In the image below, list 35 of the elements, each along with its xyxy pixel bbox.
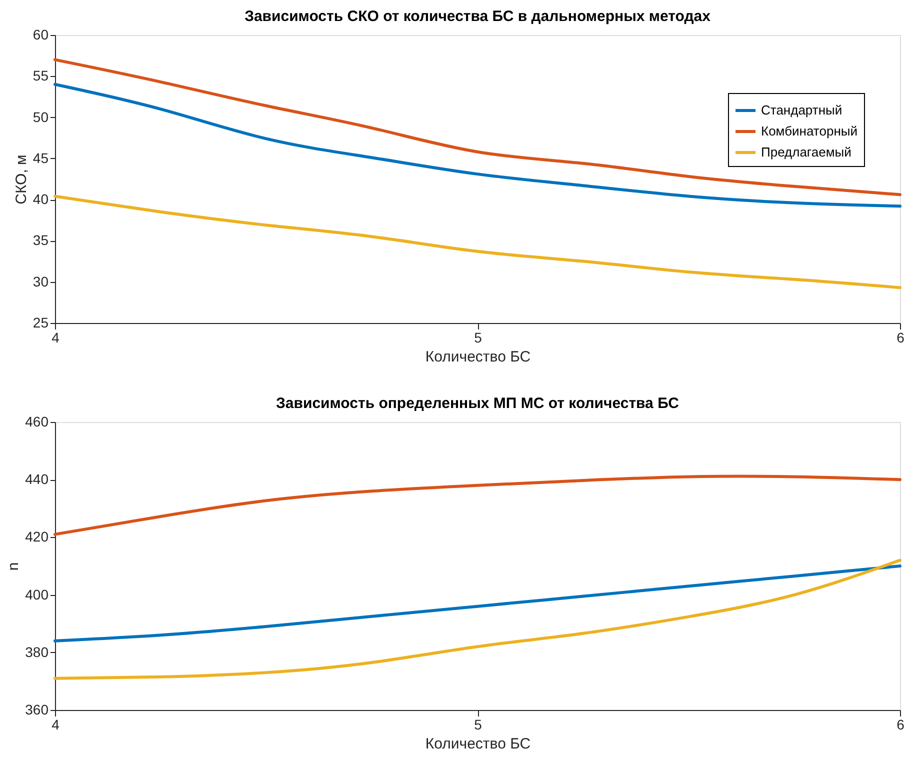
x-tick-label: 5 (474, 330, 482, 346)
x-tick-label: 6 (896, 330, 905, 346)
line-series (54, 82, 902, 208)
legend-label: Стандартный (761, 102, 842, 118)
line-series (54, 564, 902, 642)
y-axis-title: СКО, м (12, 154, 30, 204)
y-tick-label: 420 (25, 528, 49, 545)
x-axis-title: Количество БС (425, 736, 531, 752)
y-tick-label: 25 (32, 314, 49, 330)
y-tick-label: 460 (25, 414, 49, 430)
y-tick-label: 60 (32, 26, 49, 42)
legend-label: Предлагаемый (761, 144, 852, 160)
x-axis-title: Количество БС (425, 348, 531, 366)
legend-label: Комбинаторный (761, 124, 858, 138)
chart-title: Зависимость определенных МП МС от количества БС (276, 395, 680, 412)
y-tick-label: 400 (25, 586, 49, 602)
y-tick-label: 35 (32, 232, 49, 248)
x-tick-label: 4 (52, 330, 60, 346)
y-axis-title: n (5, 562, 22, 571)
x-tick-label: 6 (896, 716, 905, 732)
x-tick-label: 4 (52, 716, 60, 732)
line-series (54, 558, 902, 680)
y-tick-label: 45 (32, 150, 49, 166)
x-tick-label: 5 (474, 716, 482, 732)
y-tick-label: 440 (25, 471, 49, 488)
chart-title: Зависимость СКО от количества БС в дальномерных методах (244, 8, 712, 25)
y-tick-label: 360 (25, 702, 49, 718)
line-series (54, 58, 902, 196)
y-tick-label: 380 (25, 644, 49, 660)
line-series (54, 474, 902, 536)
y-tick-label: 30 (32, 273, 49, 290)
y-tick-label: 55 (32, 68, 49, 84)
y-tick-label: 50 (32, 108, 49, 125)
y-tick-label: 40 (32, 191, 49, 208)
line-series (54, 194, 902, 290)
